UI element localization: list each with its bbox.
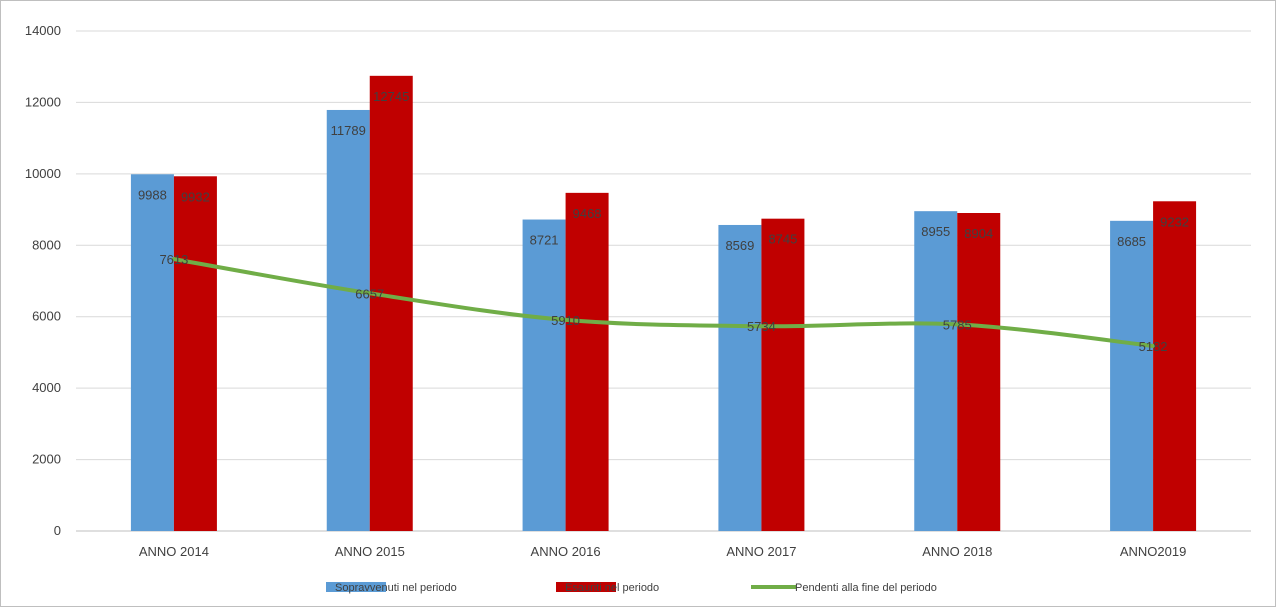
data-label: 8904: [964, 226, 993, 241]
line-data-label: 7613: [159, 252, 188, 267]
bar: [718, 224, 762, 531]
bar: [173, 176, 217, 532]
grid: [76, 30, 1251, 532]
y-tick-label: 2000: [32, 452, 61, 467]
data-label: 8955: [921, 224, 950, 239]
bar: [565, 192, 609, 531]
legend-label: Pendenti alla fine del periodo: [795, 582, 937, 594]
pendenti-line: [171, 257, 1156, 348]
y-tick-label: 12000: [25, 94, 61, 109]
category-label: ANNO 2014: [139, 544, 209, 559]
y-tick-label: 0: [54, 523, 61, 538]
x-axis-categories: ANNO 2014 ANNO 2015 ANNO 2016 ANNO 2017 ANNO…: [139, 544, 1186, 559]
data-label: 12745: [373, 89, 409, 104]
category-label: ANNO 2016: [531, 544, 601, 559]
bar: [1110, 220, 1154, 532]
bar: [326, 109, 370, 531]
line-data-label: 5182: [1139, 339, 1168, 354]
bar: [369, 75, 413, 532]
line-data-label: 5910: [551, 313, 580, 328]
line-point: [1151, 343, 1156, 348]
line-point: [759, 324, 764, 329]
category-label: ANNO 2017: [726, 544, 796, 559]
bar: [914, 211, 958, 531]
y-tick-label: 6000: [32, 309, 61, 324]
bar: [1153, 201, 1197, 532]
legend: Sopravvenuti nel periodo Esauriti nel per…: [326, 582, 937, 594]
data-label: 8745: [768, 232, 797, 247]
category-label: ANNO2019: [1120, 544, 1186, 559]
line-data-label: 5734: [747, 319, 776, 334]
data-label: 8685: [1117, 234, 1146, 249]
line-data-label: 6657: [355, 286, 384, 301]
legend-swatch: [326, 582, 386, 592]
line-point: [171, 257, 176, 262]
y-tick-label: 14000: [25, 23, 61, 38]
y-tick-label: 4000: [32, 380, 61, 395]
legend-label: Esauriti nel periodo: [565, 582, 659, 594]
data-label: 11789: [331, 123, 366, 138]
bar: [130, 174, 174, 532]
data-label: 9232: [1160, 214, 1189, 229]
legend-label: Sopravvenuti nel periodo: [335, 582, 457, 594]
series-line-pendenti: [171, 257, 1156, 348]
category-label: ANNO 2015: [335, 544, 405, 559]
y-axis-ticks: 0 2000 4000 6000 8000 10000 12000 14000: [25, 23, 61, 538]
y-tick-label: 8000: [32, 237, 61, 252]
bar: [522, 219, 566, 532]
line-point: [367, 291, 372, 296]
line-point: [563, 317, 568, 322]
line-point: [955, 322, 960, 327]
bar: [957, 213, 1001, 531]
legend-swatch: [556, 582, 616, 592]
data-labels: 9988 9932 11789 12745 8721 9468 8569 8745 8955 89…: [138, 89, 1189, 354]
y-tick-label: 10000: [25, 166, 61, 181]
data-label: 8721: [530, 233, 559, 248]
data-label: 8569: [725, 238, 754, 253]
data-label: 9468: [573, 206, 602, 221]
bars: [130, 75, 1197, 532]
data-label: 9932: [181, 189, 210, 204]
line-data-label: 5785: [943, 317, 972, 332]
bar: [761, 218, 805, 531]
data-label: 9988: [138, 187, 167, 202]
category-label: ANNO 2018: [922, 544, 992, 559]
